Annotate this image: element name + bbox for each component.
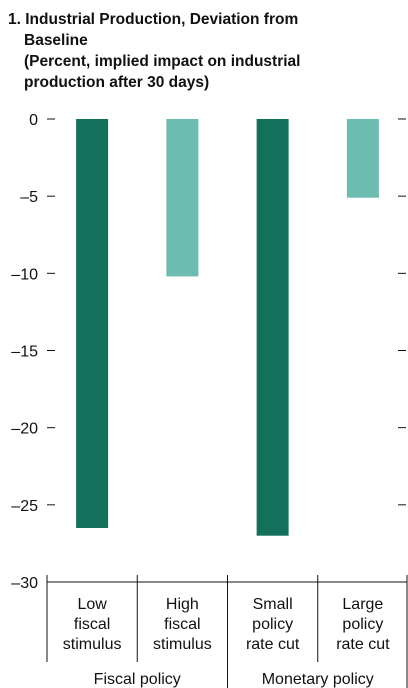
chart-title-line: Baseline <box>24 32 88 49</box>
bars <box>76 119 379 536</box>
y-tick-label: 0 <box>29 112 38 129</box>
y-tick-label: –5 <box>20 189 38 206</box>
category-label: rate cut <box>336 636 390 653</box>
y-tick-label: –15 <box>11 344 38 361</box>
category-label: fiscal <box>164 616 200 633</box>
y-tick-label: –20 <box>11 421 38 438</box>
group-label: Fiscal policy <box>94 671 181 688</box>
chart-title-line: production after 30 days) <box>24 74 209 91</box>
y-tick-label: –10 <box>11 266 38 283</box>
chart-title-line: (Percent, implied impact on industrial <box>24 53 300 70</box>
category-labels: Low fiscal stimulus High fiscal stimulus Small… <box>63 596 390 653</box>
x-axis <box>46 575 408 688</box>
category-label: Small <box>253 596 293 613</box>
chart-title-line: 1. Industrial Production, Deviation from <box>8 11 298 28</box>
group-labels: Fiscal policy Monetary policy <box>94 671 374 688</box>
bar <box>76 119 109 528</box>
category-label: policy <box>342 616 383 633</box>
category-label: fiscal <box>74 616 110 633</box>
bar <box>256 119 289 536</box>
category-label: Large <box>342 596 383 613</box>
y-tick-label: –25 <box>11 498 38 515</box>
category-label: policy <box>252 616 293 633</box>
y-tick-label: –30 <box>11 575 38 592</box>
y-axis: 0 –5 –10 –15 –20 –25 –30 <box>11 112 406 592</box>
bar <box>346 119 379 198</box>
category-label: rate cut <box>246 636 300 653</box>
bar <box>166 119 199 277</box>
category-label: stimulus <box>63 636 122 653</box>
category-label: Low <box>77 596 107 613</box>
group-label: Monetary policy <box>262 671 374 688</box>
chart-title: 1. Industrial Production, Deviation from… <box>8 11 300 91</box>
category-label: High <box>166 596 199 613</box>
category-label: stimulus <box>153 636 212 653</box>
